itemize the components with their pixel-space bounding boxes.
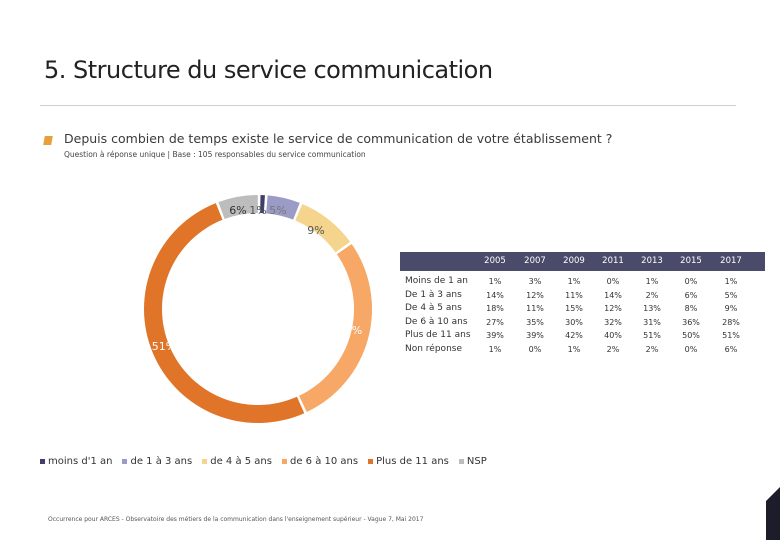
legend-item: de 4 à 5 ans (202, 456, 272, 467)
donut-slice-4 (299, 244, 372, 413)
table-row-label: Non réponse (405, 343, 462, 354)
legend-swatch (281, 458, 287, 464)
table-header: 2005 2007 2009 2011 2013 2015 2017 (400, 252, 765, 271)
table-cell: 39% (526, 331, 544, 340)
legend-swatch (202, 458, 208, 464)
year-header-2009: 2009 (563, 256, 585, 266)
table-cell: 39% (486, 331, 504, 340)
legend-item: Plus de 11 ans (368, 456, 449, 467)
donut-slice-2 (266, 195, 300, 220)
table-cell: 11% (565, 290, 583, 300)
year-header-2007: 2007 (524, 256, 546, 266)
legend-swatch (458, 458, 464, 464)
table-cell: 35% (526, 317, 544, 327)
year-header-2013: 2013 (641, 256, 663, 266)
table-cell: 2% (606, 344, 620, 354)
legend-swatch (122, 458, 128, 464)
table-cell: 15% (565, 304, 583, 313)
legend-label: moins d'1 an (48, 456, 113, 467)
table-cell: 32% (604, 317, 622, 327)
table-cell: 36% (682, 317, 700, 327)
title-divider (40, 105, 736, 106)
table-cell: 1% (645, 277, 659, 286)
slice-label-1: 1% (249, 204, 266, 217)
legend-label: Plus de 11 ans (376, 456, 449, 467)
table-cell: 6% (724, 344, 738, 354)
legend-item: moins d'1 an (40, 456, 112, 467)
table-cell: 18% (486, 304, 504, 313)
year-header-2017: 2017 (720, 256, 742, 266)
table-cell: 27% (486, 317, 504, 327)
table-cell: 13% (643, 304, 661, 313)
donut-slice-5 (144, 203, 305, 423)
donut-slice-1 (260, 195, 265, 214)
slice-label-5: 51% (152, 340, 176, 353)
table-cell: 6% (684, 290, 698, 300)
table-cell: 1% (567, 344, 581, 354)
table-cell: 2% (645, 290, 659, 300)
slice-label-6: 6% (229, 204, 246, 217)
table-cell: 42% (565, 331, 583, 340)
table-cell: 1% (724, 277, 738, 286)
table-cell: 3% (528, 277, 542, 286)
year-header-2011: 2011 (602, 256, 624, 266)
table-cell: 50% (682, 331, 700, 340)
slice-label-3: 9% (307, 224, 324, 237)
table-cell: 0% (684, 277, 698, 286)
table-row-label: Plus de 11 ans (405, 330, 471, 340)
table-cell: 0% (528, 344, 542, 354)
table-cell: 9% (724, 304, 738, 313)
legend-item: de 6 à 10 ans (281, 456, 359, 467)
table-cell: 12% (604, 304, 622, 313)
table-cell: 51% (643, 331, 661, 340)
table-cell: 30% (565, 317, 583, 327)
table-cell: 1% (488, 344, 502, 354)
legend-label: de 1 à 3 ans (130, 456, 193, 467)
table-row-label: De 1 à 3 ans (405, 289, 462, 300)
legend-label: de 4 à 5 ans (210, 456, 272, 467)
page-title: 5. Structure du service communication (44, 56, 493, 84)
table-cell: 5% (724, 290, 738, 300)
legend-swatch (40, 458, 45, 464)
legend-label: NSP (466, 456, 487, 467)
question-base: Question à réponse unique | Base : 105 r… (64, 150, 366, 159)
footer-source: Occurrence pour ARCES - Observatoire des… (48, 516, 424, 523)
legend-item: de 1 à 3 ans (122, 456, 192, 467)
legend-item: NSP (458, 456, 487, 467)
table-cell: 2% (645, 344, 659, 354)
table-cell: 40% (604, 331, 622, 340)
table-cell: 51% (722, 331, 740, 340)
table-row-label: De 6 à 10 ans (405, 316, 468, 327)
question-text: Depuis combien de temps existe le servic… (64, 131, 613, 146)
table-cell: 14% (604, 290, 622, 300)
table-row-label: Moins de 1 an (405, 276, 468, 286)
table-cell: 14% (486, 290, 504, 300)
table-cell: 11% (526, 304, 544, 313)
table-cell: 1% (567, 277, 581, 286)
table-cell: 12% (526, 290, 544, 300)
year-header-2015: 2015 (680, 256, 702, 266)
table-cell: 31% (643, 317, 661, 327)
donut-slice-3 (295, 203, 351, 253)
legend-swatch (368, 458, 374, 464)
year-header-2005: 2005 (484, 256, 506, 266)
slice-label-4: 28% (338, 324, 362, 337)
donut-slice-6 (218, 195, 258, 219)
legend-label: de 6 à 10 ans (289, 456, 359, 467)
table-cell: 28% (722, 317, 740, 327)
slice-label-2: 5% (269, 204, 286, 217)
table-cell: 8% (684, 304, 698, 313)
corner-decoration (766, 465, 780, 540)
table-row-label: De 4 à 5 ans (405, 303, 462, 313)
table-cell: 0% (606, 277, 620, 286)
table-cell: 1% (488, 277, 502, 286)
chart-legend: moins d'1 an de 1 à 3 ans de 4 à 5 ans de 6… (40, 456, 497, 467)
table-cell: 0% (684, 344, 698, 354)
